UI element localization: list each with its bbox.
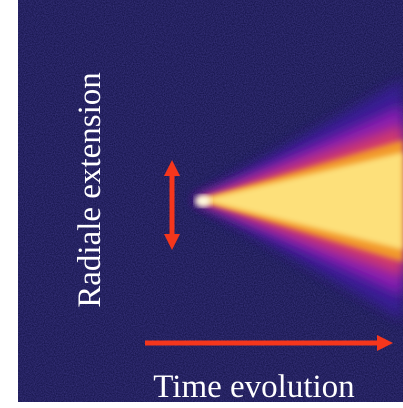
horizontal-label: Time evolution (153, 369, 354, 405)
vertical-label: Radiale extension (72, 72, 108, 308)
plume (192, 80, 403, 320)
